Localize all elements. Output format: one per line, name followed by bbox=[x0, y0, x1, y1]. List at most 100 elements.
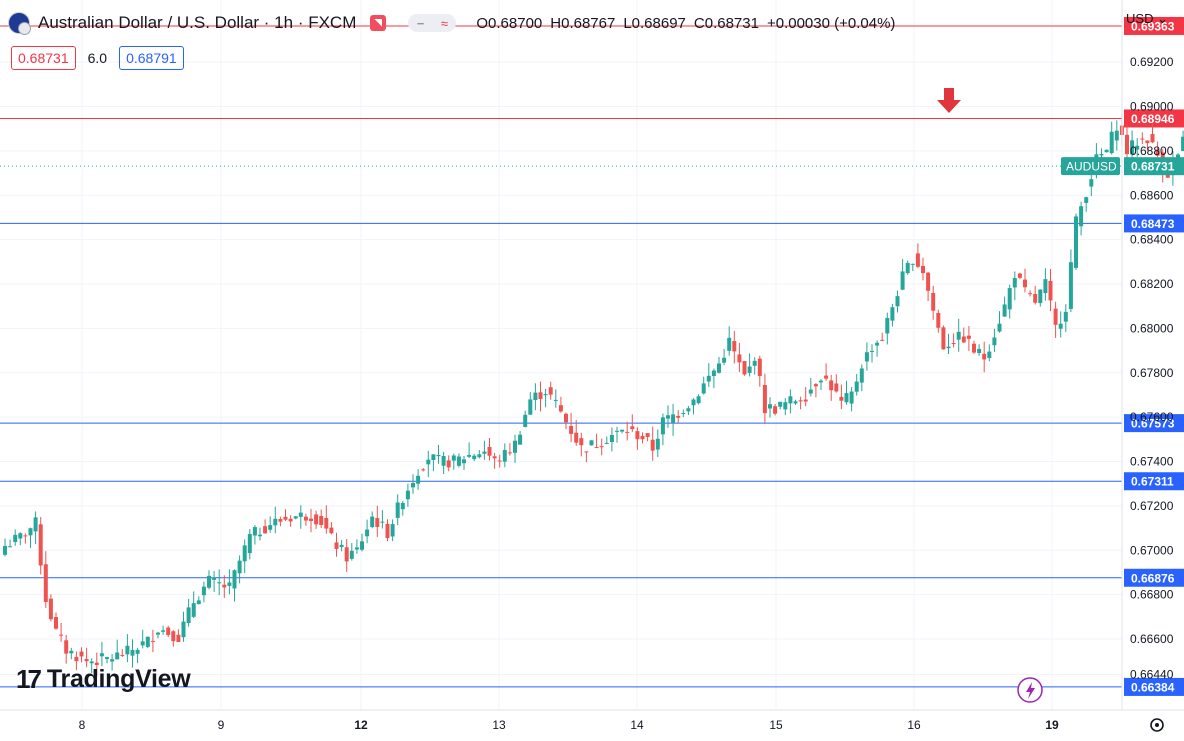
tradingview-logo[interactable]: 17 TradingView bbox=[16, 664, 191, 695]
settings-gear-icon[interactable] bbox=[1150, 718, 1164, 732]
aud-usd-flag-icon bbox=[8, 12, 31, 35]
candle-body bbox=[451, 455, 456, 461]
candle-body bbox=[171, 631, 176, 642]
candle-body bbox=[411, 483, 415, 488]
candle-body bbox=[395, 502, 400, 518]
candle-body bbox=[421, 469, 426, 471]
candle-body bbox=[778, 401, 783, 407]
y-tick-label: 0.68600 bbox=[1130, 188, 1174, 202]
candle-body bbox=[640, 435, 645, 440]
candle-body bbox=[829, 380, 834, 391]
sell-button[interactable]: 0.68731 bbox=[11, 46, 76, 70]
candle-body bbox=[717, 363, 721, 373]
candle-body bbox=[788, 396, 793, 404]
candle-body bbox=[977, 348, 982, 354]
candle-body bbox=[497, 460, 502, 462]
candle-body bbox=[553, 399, 558, 401]
candle-body bbox=[1145, 140, 1150, 144]
candle-body bbox=[354, 547, 359, 550]
candle-body bbox=[176, 634, 181, 642]
minus-icon: − bbox=[416, 15, 425, 31]
candle-body bbox=[1074, 216, 1078, 268]
y-tick-label: 0.69200 bbox=[1130, 55, 1174, 69]
candle-body bbox=[242, 545, 247, 562]
candle-body bbox=[196, 600, 201, 605]
y-tick-label: 0.66800 bbox=[1130, 588, 1174, 602]
candle-body bbox=[426, 459, 431, 465]
tv-logo-icon: 17 bbox=[16, 664, 42, 694]
ohlc-open: O0.68700 bbox=[476, 14, 543, 32]
candle-body bbox=[737, 354, 742, 363]
candle-body bbox=[834, 383, 839, 392]
candle-body bbox=[992, 337, 997, 346]
candle-body bbox=[819, 380, 823, 383]
candle-body bbox=[247, 533, 252, 554]
candle-body bbox=[890, 307, 895, 321]
candle-body bbox=[472, 455, 477, 460]
symbol-title[interactable]: Australian Dollar / U.S. Dollar · 1h · F… bbox=[38, 13, 357, 32]
y-tick-label: 0.67600 bbox=[1130, 410, 1174, 424]
candle-body bbox=[921, 265, 925, 274]
y-tick-label: 0.67400 bbox=[1130, 455, 1174, 469]
chart-annotations: AUDUSD 0.68731 bbox=[0, 88, 1184, 703]
market-status-icon[interactable] bbox=[370, 15, 387, 31]
buy-button[interactable]: 0.68791 bbox=[119, 46, 184, 70]
spread-value: 6.0 bbox=[87, 50, 108, 66]
candle-body bbox=[334, 542, 339, 549]
candle-body bbox=[110, 659, 115, 662]
candle-body bbox=[314, 514, 319, 525]
candle-body bbox=[931, 292, 936, 311]
lightning-icon[interactable] bbox=[1017, 677, 1043, 703]
candle-body bbox=[655, 438, 660, 450]
candle-body bbox=[548, 387, 553, 395]
level-label-bg bbox=[1124, 677, 1184, 696]
x-tick-label: 9 bbox=[218, 718, 225, 732]
candle-body bbox=[926, 272, 931, 291]
candle-body bbox=[875, 342, 880, 346]
candle-body bbox=[711, 370, 716, 377]
x-tick-label: 13 bbox=[492, 718, 506, 732]
candle-body bbox=[1140, 138, 1145, 140]
candle-body bbox=[237, 560, 242, 574]
candle-body bbox=[900, 271, 905, 290]
candle-body bbox=[64, 640, 69, 654]
candle-body bbox=[344, 547, 349, 562]
candle-body bbox=[222, 584, 227, 588]
price-axis[interactable]: 0.66440 0.66600 0.66800 0.67000 0.67200 0.674… bbox=[1121, 0, 1174, 710]
candle-body bbox=[130, 649, 135, 656]
x-tick-label: 12 bbox=[354, 718, 368, 732]
candle-body bbox=[859, 368, 864, 383]
candle-body bbox=[405, 490, 410, 500]
candle-body bbox=[564, 413, 568, 423]
compare-toggle[interactable]: − ≈ bbox=[408, 14, 457, 32]
down-arrow-icon[interactable] bbox=[937, 88, 961, 113]
candle-body bbox=[135, 649, 140, 654]
time-axis[interactable]: 8 9 12 13 14 15 16 19 bbox=[0, 709, 1184, 732]
candle-body bbox=[997, 323, 1002, 332]
candle-body bbox=[507, 452, 512, 454]
wave-icon: ≈ bbox=[440, 15, 449, 31]
candle-body bbox=[885, 318, 890, 334]
level-label-bg bbox=[1124, 414, 1184, 433]
candle-body bbox=[915, 253, 920, 267]
symbol-tag: AUDUSD bbox=[1066, 160, 1117, 174]
candle-body bbox=[1043, 279, 1048, 294]
candle-body bbox=[288, 518, 293, 522]
candle-body bbox=[227, 582, 232, 586]
level-label: 0.68473 bbox=[1131, 217, 1175, 231]
ohlc-change: +0.00030 (+0.04%) bbox=[766, 14, 896, 32]
candle-body bbox=[1023, 279, 1027, 288]
candle-body bbox=[28, 528, 33, 536]
currency-selector[interactable]: USD ⌄ bbox=[1126, 11, 1168, 27]
candle-body bbox=[8, 546, 13, 548]
y-tick-label: 0.68800 bbox=[1130, 144, 1174, 158]
candle-body bbox=[441, 455, 446, 466]
candle-body bbox=[99, 653, 104, 657]
candle-body bbox=[727, 337, 732, 351]
candle-body bbox=[201, 586, 206, 596]
candle-body bbox=[492, 456, 497, 459]
ohlc-readout: O0.68700 H0.68767 L0.68697 C0.68731 +0.0… bbox=[476, 15, 895, 32]
candle-body bbox=[747, 366, 752, 373]
candle-body bbox=[161, 630, 166, 632]
